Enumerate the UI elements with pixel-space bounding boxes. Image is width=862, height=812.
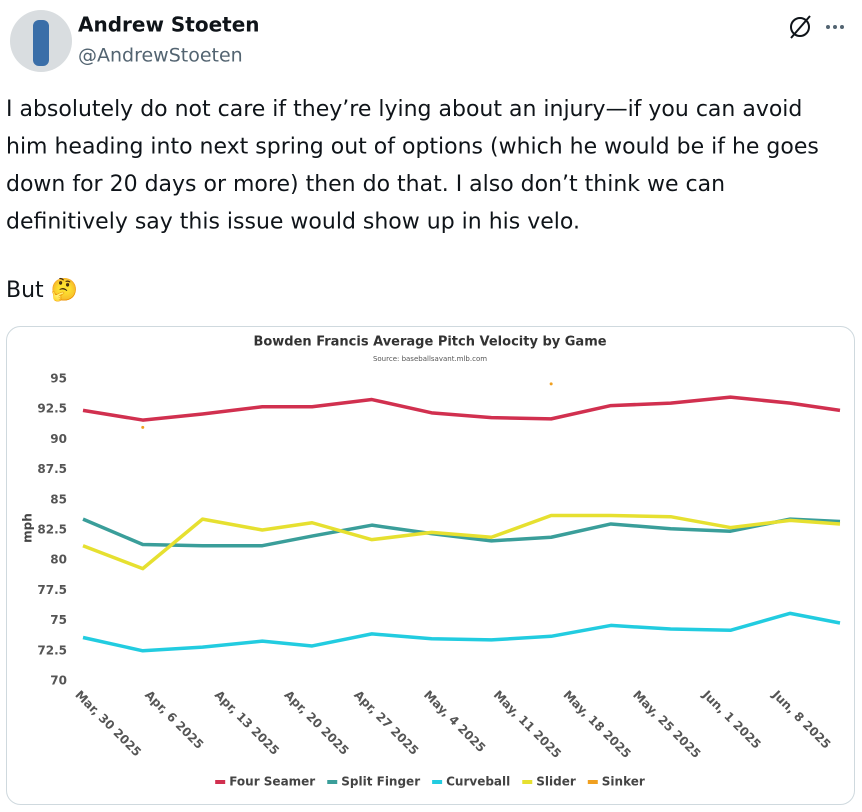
legend-label: Curveball — [446, 775, 510, 789]
y-tick-label: 85 — [50, 492, 67, 506]
y-tick-label: 72.5 — [37, 643, 67, 657]
grok-icon[interactable] — [790, 15, 811, 39]
series-line — [82, 513, 841, 571]
legend-label: Sinker — [602, 775, 645, 789]
y-tick-label: 87.5 — [37, 462, 67, 476]
legend-item: Curveball — [432, 775, 510, 789]
chart-subtitle: Source: baseballsavant.mlb.com — [373, 355, 487, 363]
y-tick-label: 95 — [50, 372, 67, 386]
legend-label: Four Seamer — [229, 775, 315, 789]
series-point — [141, 425, 145, 429]
y-tick-label: 82.5 — [37, 523, 67, 537]
y-tick-label: 80 — [50, 553, 67, 567]
author-name[interactable]: Andrew Stoeten — [78, 13, 260, 37]
tweet-text-line: down for 20 days or more) then do that. … — [6, 172, 725, 197]
y-tick-label: 70 — [50, 674, 67, 688]
series-line — [82, 517, 841, 548]
tweet-text: I absolutely do not care if they’re lyin… — [6, 97, 819, 235]
tweet-text-line: definitively say this issue would show u… — [6, 210, 580, 235]
avatar-figure — [33, 20, 49, 66]
tweet-text-line: I absolutely do not care if they’re lyin… — [6, 97, 802, 122]
tweet-text-line: him heading into next spring out of opti… — [6, 135, 819, 160]
series-line — [82, 611, 841, 653]
more-icon[interactable] — [826, 25, 844, 29]
media-card[interactable] — [6, 326, 855, 805]
legend-label: Slider — [536, 775, 576, 789]
y-tick-label: 90 — [50, 432, 67, 446]
series-point — [549, 382, 553, 386]
chart-title: Bowden Francis Average Pitch Velocity by… — [253, 335, 606, 350]
legend-item: Four Seamer — [215, 775, 315, 789]
author-handle[interactable]: @AndrewStoeten — [78, 45, 243, 67]
legend-label: Split Finger — [341, 775, 420, 789]
y-tick-label: 75 — [50, 613, 67, 627]
y-tick-label: 77.5 — [37, 583, 67, 597]
legend-item: Slider — [522, 775, 576, 789]
y-axis-label: mph — [21, 513, 35, 543]
legend-item: Sinker — [587, 775, 645, 789]
series-line — [82, 395, 841, 422]
legend-item: Split Finger — [327, 775, 420, 789]
tweet-text-end: But 🤔 — [6, 277, 78, 303]
y-tick-label: 92.5 — [37, 402, 67, 416]
